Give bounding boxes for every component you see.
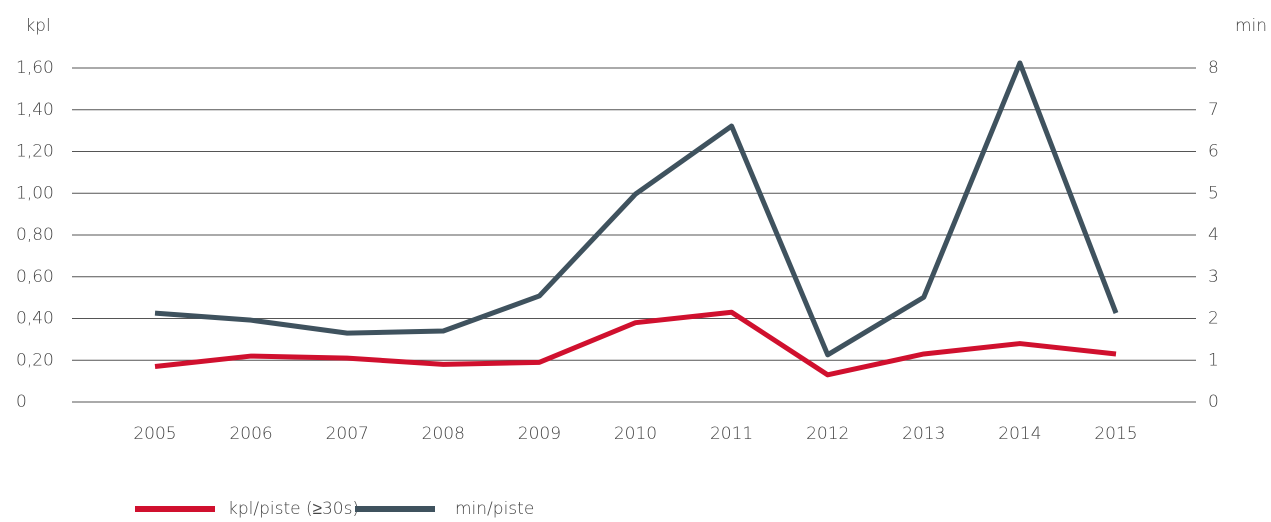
legend-label: kpl/piste (≥30s): [228, 499, 359, 518]
y2-tick-label: 6: [1208, 142, 1219, 162]
y2-axis-label: min: [1235, 16, 1267, 36]
x-tick-label: 2013: [902, 424, 945, 444]
y-tick-label: 0,60: [16, 267, 54, 287]
x-tick-label: 2014: [998, 424, 1041, 444]
y-tick-label: 0,80: [16, 225, 54, 245]
x-tick-label: 2006: [229, 424, 272, 444]
y2-tick-label: 8: [1208, 58, 1219, 78]
x-tick-label: 2015: [1094, 424, 1137, 444]
y2-tick-label: 4: [1208, 225, 1219, 245]
x-tick-label: 2012: [806, 424, 849, 444]
y2-tick-label: 5: [1208, 183, 1219, 203]
y-tick-label: 1,60: [16, 58, 54, 78]
y2-tick-label: 3: [1208, 267, 1219, 287]
y2-tick-label: 2: [1208, 309, 1219, 329]
y-tick-label: 1,00: [16, 183, 54, 203]
y-tick-label: 1,20: [16, 142, 54, 162]
y-tick-label: 0,20: [16, 350, 54, 370]
legend-label: min/piste: [455, 499, 534, 518]
y-tick-label: 0: [16, 392, 27, 412]
x-tick-label: 2011: [710, 424, 753, 444]
x-tick-label: 2008: [422, 424, 465, 444]
x-tick-label: 2010: [614, 424, 657, 444]
x-tick-label: 2007: [326, 424, 369, 444]
y2-tick-label: 1: [1208, 350, 1219, 370]
y2-tick-label: 0: [1208, 392, 1219, 412]
series-line: [154, 60, 1119, 358]
y-tick-label: 1,40: [16, 100, 54, 120]
y-tick-label: 0,40: [16, 309, 54, 329]
series-line: [154, 309, 1117, 378]
y2-tick-label: 7: [1208, 100, 1219, 120]
y-axis-label: kpl: [25, 16, 50, 36]
x-tick-label: 2009: [518, 424, 561, 444]
x-tick-label: 2005: [133, 424, 176, 444]
